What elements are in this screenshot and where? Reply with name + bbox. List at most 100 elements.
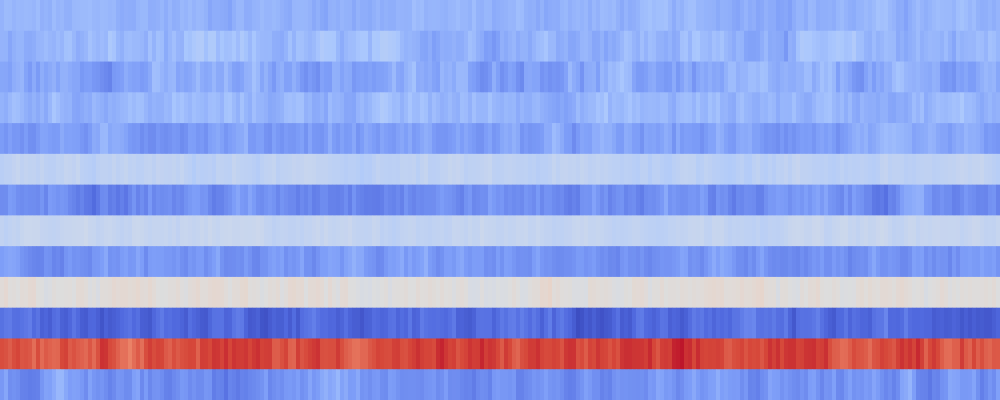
heatmap-cell: [428, 276, 433, 308]
heatmap-cell: [16, 0, 21, 32]
heatmap-cell: [164, 369, 169, 400]
heatmap-cell: [288, 30, 293, 62]
heatmap-cell: [220, 307, 225, 339]
heatmap-cell: [552, 61, 557, 93]
heatmap-cell: [180, 369, 185, 400]
heatmap-cell: [356, 246, 361, 278]
heatmap-cell: [704, 0, 709, 32]
heatmap-cell: [452, 246, 457, 278]
heatmap-cell: [36, 369, 41, 400]
heatmap-cell: [8, 123, 13, 155]
heatmap-cell: [16, 92, 21, 124]
heatmap-cell: [340, 184, 345, 216]
heatmap-cell: [144, 153, 149, 185]
heatmap-cell: [476, 307, 481, 339]
heatmap-cell: [504, 276, 509, 308]
heatmap-cell: [168, 184, 173, 216]
heatmap-cell: [376, 246, 381, 278]
heatmap-cell: [756, 61, 761, 93]
heatmap-cell: [404, 61, 409, 93]
heatmap-cell: [772, 30, 777, 62]
heatmap-cell: [324, 61, 329, 93]
heatmap-cell: [676, 246, 681, 278]
heatmap-cell: [272, 123, 277, 155]
heatmap-cell: [464, 184, 469, 216]
heatmap-cell: [288, 0, 293, 32]
heatmap-cell: [496, 276, 501, 308]
heatmap-cell: [816, 215, 821, 247]
heatmap-cell: [704, 307, 709, 339]
heatmap-cell: [604, 123, 609, 155]
heatmap-cell: [424, 123, 429, 155]
heatmap-cell: [392, 276, 397, 308]
heatmap-cell: [816, 153, 821, 185]
heatmap-cell: [464, 61, 469, 93]
heatmap-cell: [440, 0, 445, 32]
heatmap-cell: [20, 61, 25, 93]
heatmap-cell: [420, 369, 425, 400]
heatmap-cell: [52, 307, 57, 339]
heatmap-cell: [104, 123, 109, 155]
heatmap-cell: [196, 30, 201, 62]
heatmap-cell: [688, 153, 693, 185]
heatmap-cell: [224, 307, 229, 339]
heatmap-cell: [788, 215, 793, 247]
heatmap-cell: [656, 338, 661, 370]
heatmap-cell: [696, 0, 701, 32]
heatmap-cell: [960, 0, 965, 32]
heatmap-cell: [892, 307, 897, 339]
heatmap-cell: [248, 215, 253, 247]
heatmap-cell: [896, 30, 901, 62]
heatmap-cell: [672, 246, 677, 278]
heatmap-cell: [932, 246, 937, 278]
heatmap-cell: [812, 123, 817, 155]
heatmap-cell: [116, 92, 121, 124]
heatmap-cell: [556, 307, 561, 339]
heatmap-cell: [884, 0, 889, 32]
heatmap-cell: [580, 215, 585, 247]
heatmap-cell: [496, 215, 501, 247]
heatmap-cell: [744, 246, 749, 278]
heatmap-cell: [948, 92, 953, 124]
heatmap-cell: [696, 123, 701, 155]
heatmap-cell: [448, 123, 453, 155]
heatmap-cell: [364, 215, 369, 247]
heatmap-cell: [784, 153, 789, 185]
heatmap-cell: [600, 246, 605, 278]
heatmap-cell: [408, 307, 413, 339]
heatmap-cell: [552, 369, 557, 400]
heatmap-cell: [828, 369, 833, 400]
heatmap-row-4: [0, 123, 1000, 155]
heatmap-cell: [540, 0, 545, 32]
heatmap-cell: [304, 369, 309, 400]
heatmap-cell: [504, 153, 509, 185]
heatmap-cell: [276, 307, 281, 339]
heatmap-cell: [580, 338, 585, 370]
heatmap-cell: [912, 92, 917, 124]
heatmap-cell: [392, 30, 397, 62]
heatmap-cell: [812, 0, 817, 32]
heatmap-cell: [432, 338, 437, 370]
heatmap-cell: [952, 369, 957, 400]
heatmap-cell: [452, 153, 457, 185]
heatmap-cell: [596, 92, 601, 124]
heatmap-cell: [716, 184, 721, 216]
heatmap-cell: [496, 30, 501, 62]
heatmap-cell: [136, 30, 141, 62]
heatmap-cell: [116, 123, 121, 155]
heatmap-cell: [136, 276, 141, 308]
heatmap-cell: [940, 215, 945, 247]
heatmap-cell: [528, 61, 533, 93]
heatmap-cell: [700, 123, 705, 155]
heatmap-cell: [832, 123, 837, 155]
heatmap-cell: [664, 246, 669, 278]
heatmap-cell: [164, 215, 169, 247]
heatmap-cell: [384, 123, 389, 155]
heatmap-cell: [704, 276, 709, 308]
heatmap-cell: [120, 338, 125, 370]
heatmap-cell: [856, 61, 861, 93]
heatmap-cell: [660, 61, 665, 93]
heatmap-cell: [480, 276, 485, 308]
heatmap-cell: [976, 338, 981, 370]
heatmap-cell: [476, 246, 481, 278]
